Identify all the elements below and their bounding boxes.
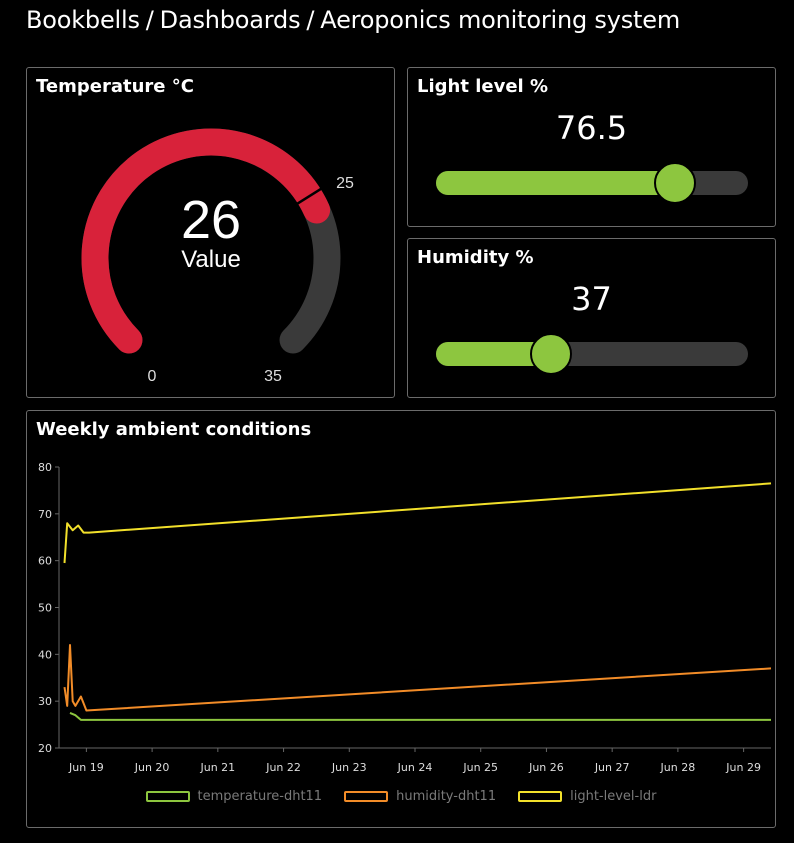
temperature-panel-title: Temperature °C bbox=[36, 76, 194, 97]
gauge-caption: Value bbox=[181, 246, 241, 273]
x-tick-label: Jun 24 bbox=[397, 761, 433, 774]
series-line-humidity-dht11 bbox=[63, 644, 772, 712]
y-tick-label: 80 bbox=[38, 461, 52, 474]
y-tick-label: 30 bbox=[38, 695, 52, 708]
light-level-panel-title: Light level % bbox=[417, 76, 549, 97]
humidity-panel: Humidity % 37 bbox=[407, 238, 776, 398]
chart-legend: temperature-dht11 humidity-dht11 light-lev… bbox=[27, 789, 775, 804]
humidity-value: 37 bbox=[571, 280, 612, 318]
gauge-threshold-label: 25 bbox=[336, 175, 354, 192]
weekly-line-chart: 20 30 40 50 60 70 80 Jun 19 Jun 20 Jun 21 Jun 22 Ju… bbox=[38, 461, 772, 774]
series-line-temperature-dht11 bbox=[69, 711, 771, 721]
x-tick-label: Jun 28 bbox=[660, 761, 696, 774]
temperature-panel: Temperature °C 26 Value 0 35 25 bbox=[26, 67, 395, 398]
y-tick-label: 50 bbox=[38, 602, 52, 615]
x-tick-label: Jun 20 bbox=[134, 761, 170, 774]
series-line-light-level-ldr bbox=[63, 482, 772, 564]
gauge-value-arc bbox=[81, 128, 331, 354]
light-level-slider-thumb[interactable] bbox=[653, 162, 696, 204]
breadcrumb-dashboards[interactable]: Dashboards bbox=[159, 6, 301, 34]
x-tick-label: Jun 25 bbox=[462, 761, 498, 774]
light-level-panel: Light level % 76.5 bbox=[407, 67, 776, 227]
legend-swatch bbox=[344, 791, 389, 802]
light-level-slider-track[interactable] bbox=[436, 162, 748, 204]
x-tick-label: Jun 19 bbox=[68, 761, 104, 774]
breadcrumb: Bookbells / Dashboards / Aeroponics monitori… bbox=[26, 6, 680, 34]
gauge-threshold-marker bbox=[296, 187, 322, 205]
y-tick-label: 60 bbox=[38, 555, 52, 568]
breadcrumb-bookbells[interactable]: Bookbells bbox=[26, 6, 140, 34]
x-tick-label: Jun 21 bbox=[199, 761, 235, 774]
y-tick-label: 20 bbox=[38, 742, 52, 755]
x-tick-label: Jun 23 bbox=[331, 761, 367, 774]
legend-label: temperature-dht11 bbox=[197, 789, 323, 804]
legend-item-humidity-dht11[interactable]: humidity-dht11 bbox=[344, 789, 496, 804]
breadcrumb-separator: / bbox=[145, 6, 154, 34]
legend-item-light-level-ldr[interactable]: light-level-ldr bbox=[518, 789, 656, 804]
breadcrumb-current-dashboard: Aeroponics monitoring system bbox=[320, 6, 681, 34]
temperature-gauge: 26 Value 0 35 25 bbox=[81, 128, 354, 385]
humidity-slider-thumb[interactable] bbox=[530, 333, 573, 375]
gauge-max-label: 35 bbox=[264, 368, 282, 385]
humidity-slider-track[interactable] bbox=[436, 333, 748, 375]
gauge-value: 26 bbox=[181, 190, 241, 250]
y-tick-label: 40 bbox=[38, 648, 52, 661]
legend-label: light-level-ldr bbox=[570, 789, 657, 804]
x-tick-label: Jun 26 bbox=[528, 761, 564, 774]
gauge-min-label: 0 bbox=[148, 368, 157, 385]
legend-swatch bbox=[145, 791, 190, 802]
legend-swatch bbox=[518, 791, 563, 802]
breadcrumb-separator: / bbox=[306, 6, 315, 34]
legend-label: humidity-dht11 bbox=[396, 789, 497, 804]
chart-title: Weekly ambient conditions bbox=[36, 419, 312, 440]
light-level-slider-fill bbox=[436, 171, 675, 195]
x-tick-label: Jun 22 bbox=[265, 761, 301, 774]
light-level-value: 76.5 bbox=[555, 109, 628, 147]
humidity-panel-title: Humidity % bbox=[417, 247, 534, 268]
y-tick-label: 70 bbox=[38, 508, 52, 521]
weekly-chart-panel: Weekly ambient conditions 20 30 40 50 60 70 80… bbox=[26, 410, 776, 828]
x-tick-label: Jun 29 bbox=[725, 761, 761, 774]
legend-item-temperature-dht11[interactable]: temperature-dht11 bbox=[145, 789, 323, 804]
x-tick-label: Jun 27 bbox=[594, 761, 630, 774]
